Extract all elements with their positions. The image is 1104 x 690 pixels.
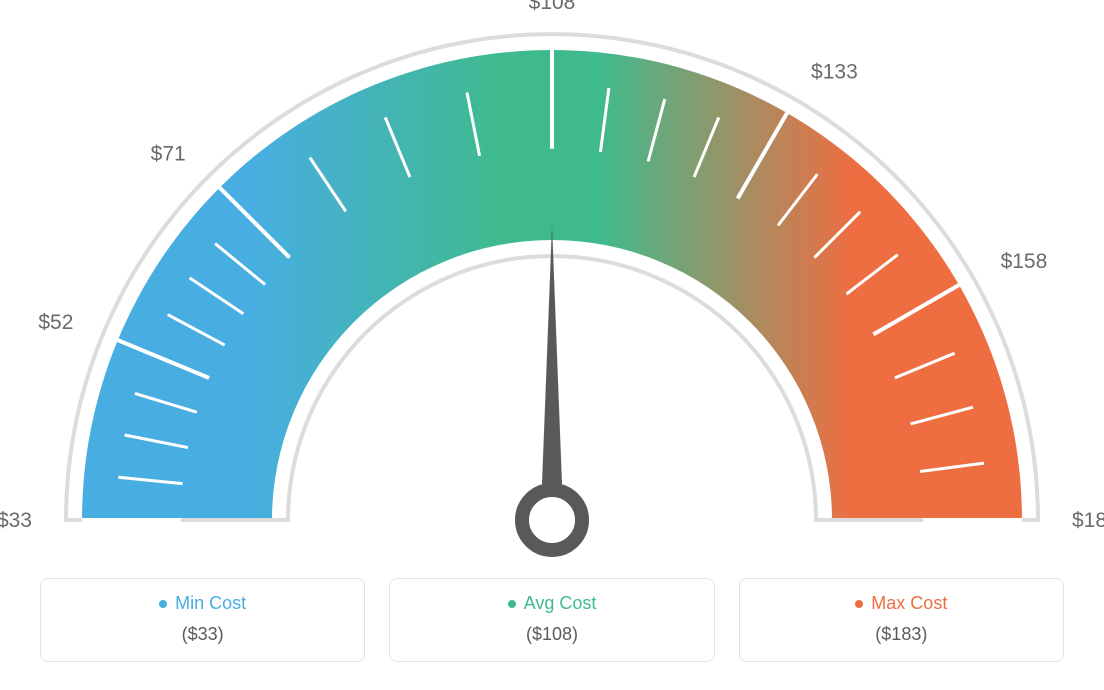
legend-value-max: ($183) (750, 624, 1053, 645)
svg-text:$133: $133 (811, 60, 858, 83)
svg-text:$33: $33 (0, 509, 32, 532)
svg-text:$71: $71 (151, 143, 186, 166)
legend-dot-min (159, 600, 167, 608)
legend-dot-avg (508, 600, 516, 608)
legend-title-min: Min Cost (159, 593, 246, 614)
legend-label-max: Max Cost (871, 593, 947, 614)
svg-text:$158: $158 (1001, 250, 1048, 273)
gauge: $33 $52 $71 $108 $133 $158 $183 (0, 0, 1104, 560)
svg-text:$52: $52 (38, 311, 73, 334)
legend-value-avg: ($108) (400, 624, 703, 645)
svg-text:$183: $183 (1072, 509, 1104, 532)
legend-card-avg: Avg Cost ($108) (389, 578, 714, 662)
chart-container: $33 $52 $71 $108 $133 $158 $183 Min Cost ($33)… (0, 0, 1104, 690)
gauge-svg: $33 $52 $71 $108 $133 $158 $183 (0, 0, 1104, 560)
legend-title-max: Max Cost (855, 593, 947, 614)
legend-dot-max (855, 600, 863, 608)
legend-card-min: Min Cost ($33) (40, 578, 365, 662)
legend-value-min: ($33) (51, 624, 354, 645)
legend-title-avg: Avg Cost (508, 593, 597, 614)
svg-text:$108: $108 (529, 0, 576, 14)
legend-card-max: Max Cost ($183) (739, 578, 1064, 662)
legend-row: Min Cost ($33) Avg Cost ($108) Max Cost … (40, 578, 1064, 662)
legend-label-avg: Avg Cost (524, 593, 597, 614)
legend-label-min: Min Cost (175, 593, 246, 614)
